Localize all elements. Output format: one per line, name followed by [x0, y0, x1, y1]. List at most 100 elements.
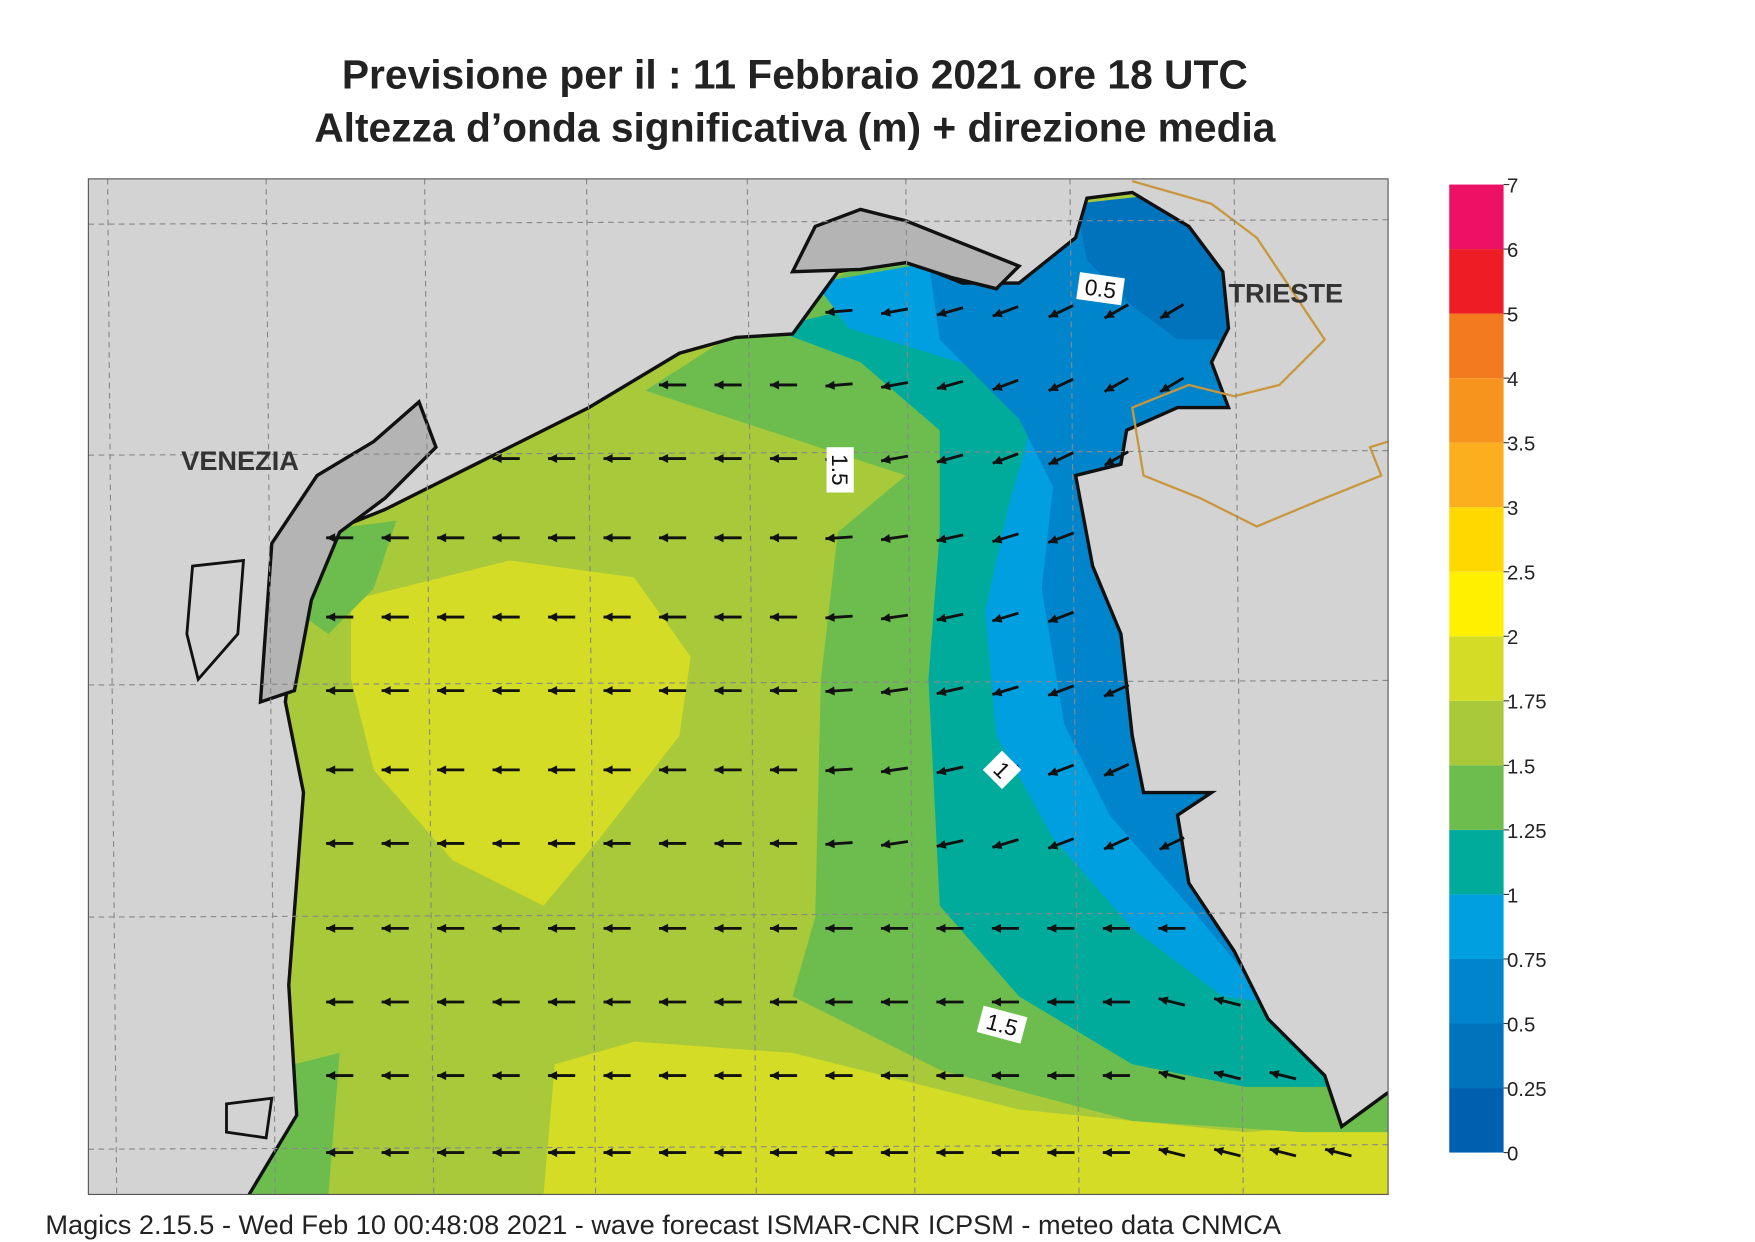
arrow-head — [936, 840, 947, 849]
arrow — [769, 686, 798, 696]
arrow — [548, 765, 576, 775]
parallel — [88, 679, 1389, 686]
arrow-head — [1102, 1071, 1112, 1081]
arrow-head — [381, 686, 391, 696]
arrow — [326, 1148, 354, 1158]
arrow — [548, 533, 576, 543]
arrow-head — [825, 997, 835, 1007]
arrow-head — [658, 380, 669, 390]
arrow — [825, 612, 853, 622]
arrow — [381, 923, 409, 933]
arrow — [437, 686, 465, 696]
arrow-head — [381, 997, 391, 1007]
arrow — [548, 1071, 576, 1081]
arrow-head — [936, 1148, 946, 1158]
arrow-head — [326, 686, 336, 696]
arrow-head — [714, 612, 724, 622]
arrow-head — [769, 838, 780, 849]
arrow — [437, 838, 465, 849]
arrow — [381, 1071, 409, 1081]
arrow — [603, 838, 631, 849]
arrow-head — [548, 454, 558, 464]
arrow — [326, 923, 354, 933]
arrow-head — [437, 765, 447, 775]
wave-direction-arrows — [326, 303, 1352, 1158]
arrow-head — [548, 1071, 558, 1081]
arrow — [1103, 762, 1130, 777]
arrow-head — [492, 454, 502, 464]
arrow-head — [881, 381, 891, 391]
place-label: TRIESTE — [1228, 277, 1343, 308]
arrow-head — [769, 997, 780, 1007]
arrow-head — [1048, 382, 1059, 391]
arrow — [825, 686, 853, 696]
arrow-head — [658, 838, 669, 849]
arrow — [1103, 450, 1129, 467]
arrow-head — [326, 612, 336, 622]
contour-label: 1.5 — [827, 454, 852, 485]
arrow — [880, 686, 909, 696]
arrow — [936, 453, 964, 465]
arrow — [548, 838, 576, 849]
arrow-head — [991, 997, 1001, 1007]
arrow-head — [658, 997, 669, 1007]
arrow-head — [881, 766, 891, 776]
arrow — [1047, 923, 1075, 933]
arrow — [1213, 1070, 1241, 1081]
arrow-head — [381, 1071, 391, 1081]
arrow — [825, 1148, 853, 1158]
arrow — [326, 533, 354, 543]
colorbar-label: 0.5 — [1507, 1014, 1535, 1036]
arrow — [1269, 1147, 1297, 1158]
arrow — [1269, 1070, 1297, 1081]
arrow-head — [548, 997, 558, 1007]
arrow — [714, 612, 742, 622]
arrow-head — [492, 1071, 502, 1081]
arrow-head — [881, 533, 891, 543]
arrow — [880, 613, 909, 623]
arrow — [492, 686, 520, 696]
arrow — [658, 923, 687, 933]
colorbar-label: 3.5 — [1507, 434, 1535, 456]
arrow-head — [1158, 1070, 1169, 1079]
arrow-head — [714, 923, 724, 933]
arrow-head — [658, 612, 669, 622]
arrow-head — [381, 612, 391, 622]
arrow-head — [825, 839, 835, 849]
arrow-head — [881, 307, 891, 317]
colorbar-bin — [1449, 378, 1504, 443]
arrow — [936, 765, 964, 776]
arrow-head — [881, 454, 891, 464]
arrow-head — [603, 1071, 613, 1081]
arrow-head — [1102, 1148, 1112, 1158]
arrow-head — [881, 686, 891, 696]
arrow-head — [326, 838, 336, 849]
arrow — [1048, 377, 1074, 393]
arrow — [714, 997, 742, 1007]
arrow — [1102, 923, 1130, 933]
arrow-head — [992, 614, 1003, 623]
arrow-head — [769, 923, 780, 933]
arrow — [880, 1071, 909, 1081]
map-frame — [87, 178, 1389, 1196]
arrow-head — [991, 1148, 1001, 1158]
wave-band — [543, 1041, 1389, 1195]
arrow — [1103, 303, 1129, 320]
arrow — [1213, 996, 1241, 1007]
island — [789, 207, 1023, 291]
colorbar-bin — [1449, 249, 1504, 314]
arrow-head — [1047, 1071, 1057, 1081]
arrow — [936, 997, 964, 1007]
arrow — [880, 454, 909, 464]
arrow-head — [1269, 1147, 1280, 1156]
arrow — [603, 1071, 631, 1081]
arrow — [714, 1148, 742, 1158]
arrow-head — [437, 838, 447, 849]
arrow — [437, 997, 465, 1007]
arrow-head — [1104, 456, 1115, 466]
arrow-head — [1159, 841, 1170, 850]
arrow-head — [1047, 923, 1057, 933]
arrow-head — [658, 533, 669, 543]
arrow-head — [603, 612, 613, 622]
arrow-head — [437, 997, 447, 1007]
